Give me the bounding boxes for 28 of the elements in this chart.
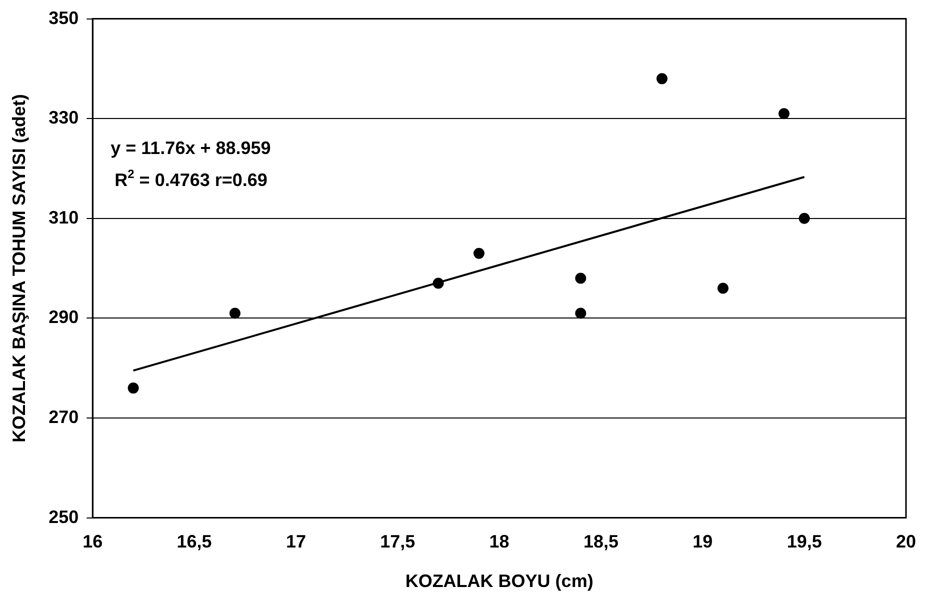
point — [432, 278, 444, 289]
y-tick-label: 310 — [48, 207, 79, 228]
y-tick-label: 330 — [48, 108, 79, 128]
y-axis-title: KOZALAK BAŞINA TOHUM SAYISI (adet) — [8, 94, 29, 442]
y-tick-label: 250 — [48, 506, 79, 527]
y-tick-label: 270 — [48, 406, 79, 427]
point — [656, 73, 668, 84]
annotation: y = 11.76x + 88.959 — [110, 138, 271, 158]
point — [798, 212, 810, 224]
x-axis-title: KOZALAK BOYU (cm) — [405, 571, 594, 592]
point — [128, 382, 139, 394]
point — [575, 272, 586, 284]
x-tick-label: 19 — [692, 532, 713, 552]
x-tick-label: 18,5 — [583, 532, 619, 552]
y-tick-label: 350 — [48, 8, 79, 28]
x-tick-label: 16 — [82, 532, 103, 552]
point — [717, 282, 728, 294]
y-tick-label: 290 — [48, 307, 79, 328]
point — [575, 308, 586, 319]
point — [778, 108, 790, 120]
point — [473, 248, 484, 259]
x-tick-label: 16,5 — [176, 532, 212, 552]
x-tick-label: 18 — [489, 532, 510, 552]
x-tick-label: 20 — [896, 532, 916, 552]
point — [229, 308, 240, 319]
x-tick-label: 17,5 — [380, 532, 416, 552]
x-tick-label: 19,5 — [786, 532, 822, 552]
x-tick-label: 17 — [286, 532, 306, 552]
